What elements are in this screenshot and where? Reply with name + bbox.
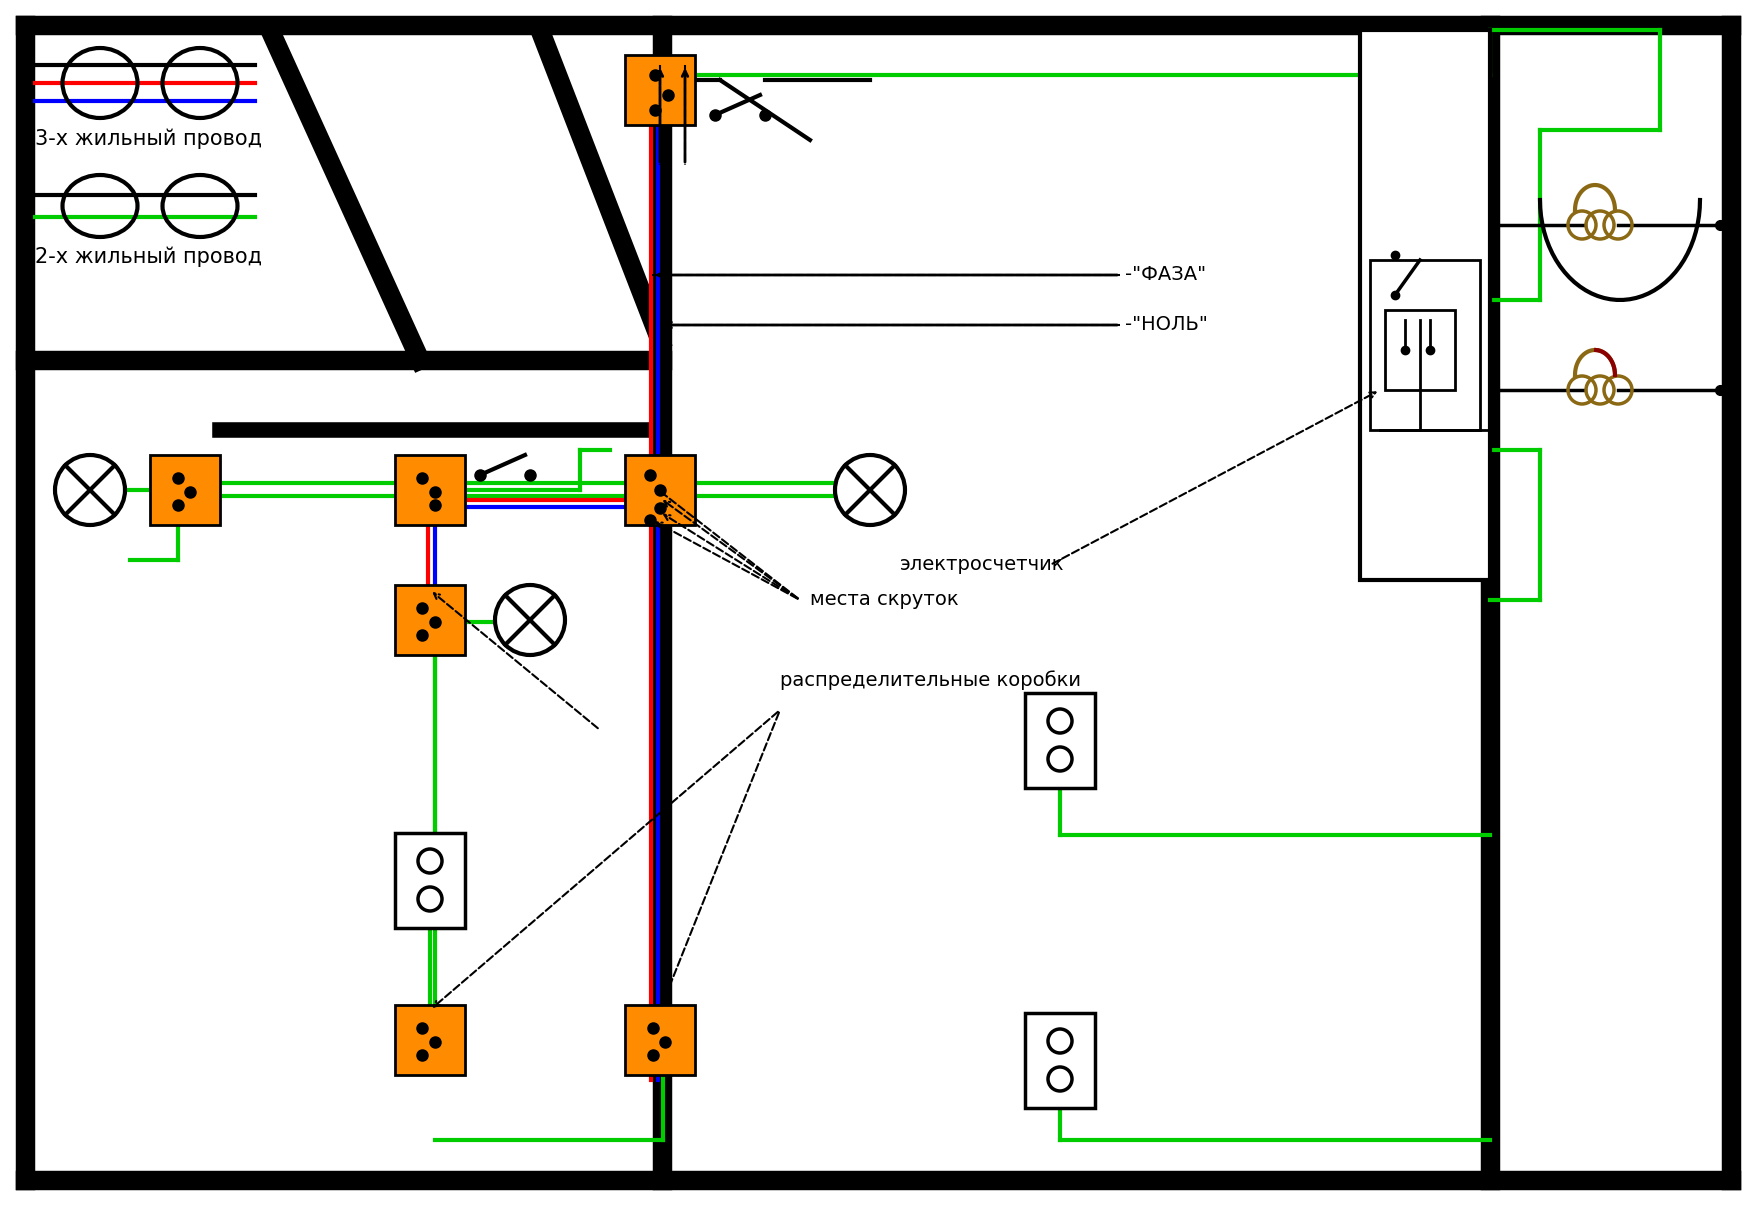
Text: распределительные коробки: распределительные коробки bbox=[779, 670, 1081, 689]
Circle shape bbox=[1048, 1066, 1071, 1091]
Bar bbox=[149, 455, 219, 525]
Text: -"ФАЗА": -"ФАЗА" bbox=[1125, 265, 1206, 284]
Bar bbox=[625, 455, 695, 525]
Text: 2-х жильный провод: 2-х жильный провод bbox=[35, 247, 261, 268]
Bar bbox=[625, 1005, 695, 1075]
Bar bbox=[625, 55, 695, 125]
Bar bbox=[395, 455, 465, 525]
Bar bbox=[1369, 260, 1479, 430]
Bar bbox=[1385, 310, 1455, 390]
Circle shape bbox=[1048, 709, 1071, 733]
Bar bbox=[1025, 1012, 1095, 1107]
Bar bbox=[1358, 30, 1490, 580]
Bar bbox=[1025, 693, 1095, 788]
Circle shape bbox=[418, 850, 442, 872]
Circle shape bbox=[418, 887, 442, 911]
Circle shape bbox=[1048, 1029, 1071, 1053]
Text: 3-х жильный провод: 3-х жильный провод bbox=[35, 129, 261, 149]
Bar bbox=[395, 1005, 465, 1075]
Circle shape bbox=[1048, 747, 1071, 771]
Circle shape bbox=[835, 455, 904, 525]
Bar bbox=[395, 584, 465, 656]
Text: электросчетчик: электросчетчик bbox=[900, 556, 1064, 575]
Text: -"НОЛЬ": -"НОЛЬ" bbox=[1125, 316, 1207, 335]
Circle shape bbox=[495, 584, 565, 656]
Circle shape bbox=[54, 455, 125, 525]
Text: места скруток: места скруток bbox=[809, 590, 958, 610]
Bar bbox=[395, 833, 465, 928]
